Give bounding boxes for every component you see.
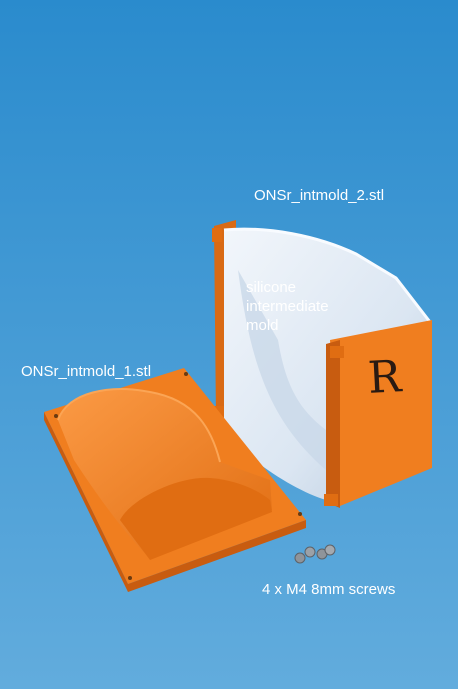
- screw: [294, 552, 306, 564]
- silicone-label-line: silicone: [246, 279, 297, 296]
- mold-1-base-edge: [128, 520, 306, 592]
- mold-1-dome-ridge: [57, 388, 221, 463]
- silicone-top-edge: [223, 227, 432, 323]
- mold-1-dome-front: [120, 477, 272, 560]
- screw: [304, 546, 316, 558]
- mold-1-hole: [128, 576, 132, 580]
- mold-1-hole: [298, 512, 302, 516]
- box-marking-letter: R: [366, 351, 403, 404]
- mold-1-label: ONSr_intmold_1.stl: [21, 363, 152, 380]
- silicone-label: silicone intermediate mold: [246, 278, 329, 335]
- silicone-cavity: [238, 270, 326, 470]
- mold-2-right-wall-edge: [326, 340, 340, 508]
- screw: [324, 544, 336, 556]
- silicone-label-line: intermediate: [246, 298, 329, 315]
- mold-2-label: ONSr_intmold_2.stl: [254, 187, 385, 204]
- mold-1-hole: [184, 372, 188, 376]
- mold-2-tab-top: [330, 346, 344, 358]
- mold-1-base-left-edge: [44, 412, 128, 592]
- silicone-label-line: mold: [246, 317, 279, 334]
- mold-2-tab-bottom: [324, 494, 338, 506]
- mold-1-hole: [54, 414, 58, 418]
- screws: [294, 544, 336, 564]
- screws-label: 4 x M4 8mm screws: [262, 581, 396, 598]
- mold-1-part: [44, 368, 306, 592]
- mold-2-tab-back: [212, 228, 222, 242]
- mold-2-right-wall: [330, 320, 432, 506]
- mold-2-box: [212, 220, 432, 508]
